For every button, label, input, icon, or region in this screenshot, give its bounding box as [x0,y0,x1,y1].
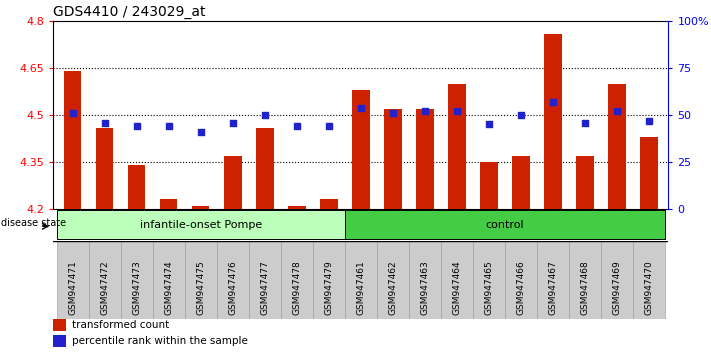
Point [579,120,591,125]
Bar [153,241,185,319]
Text: GSM947476: GSM947476 [228,260,237,315]
Text: GSM947463: GSM947463 [420,260,429,315]
Bar [217,241,249,319]
Text: GSM947478: GSM947478 [292,260,301,315]
Point [195,129,206,135]
Text: percentile rank within the sample: percentile rank within the sample [72,336,247,346]
Point [451,108,463,114]
Point [67,110,78,116]
Bar [473,241,505,319]
Text: GSM947465: GSM947465 [484,260,493,315]
Bar [576,156,594,209]
Text: GSM947471: GSM947471 [68,260,77,315]
Point [291,124,302,129]
Bar [89,241,121,319]
Bar [160,199,178,209]
Bar [352,90,370,209]
Text: GSM947479: GSM947479 [324,260,333,315]
Bar [512,156,530,209]
Text: GSM947466: GSM947466 [516,260,525,315]
Bar [313,241,345,319]
Bar [544,34,562,209]
Bar [57,241,89,319]
Bar [505,241,537,319]
Bar [441,241,473,319]
Point [99,120,110,125]
Bar [377,241,409,319]
Bar [345,241,377,319]
Text: GSM947469: GSM947469 [613,260,621,315]
Bar [57,210,345,239]
Bar [64,71,81,209]
Bar [448,84,466,209]
Point [611,108,623,114]
Text: GSM947477: GSM947477 [260,260,269,315]
Point [323,124,334,129]
Bar [256,127,274,209]
Text: GSM947472: GSM947472 [100,260,109,315]
Text: GSM947464: GSM947464 [452,260,461,315]
Text: control: control [486,220,524,230]
Bar [224,156,242,209]
Text: transformed count: transformed count [72,320,169,330]
Point [387,110,399,116]
Text: GSM947475: GSM947475 [196,260,205,315]
Bar [121,241,153,319]
Bar [480,162,498,209]
Bar [416,109,434,209]
Point [643,118,655,124]
Bar [601,241,633,319]
Bar [609,84,626,209]
Text: infantile-onset Pompe: infantile-onset Pompe [139,220,262,230]
Point [483,122,495,127]
Bar [53,335,65,347]
Point [227,120,238,125]
Text: GSM947473: GSM947473 [132,260,141,315]
Bar [192,206,210,209]
Text: GSM947470: GSM947470 [645,260,653,315]
Bar [288,206,306,209]
Bar [128,165,146,209]
Bar [537,241,569,319]
Bar [345,210,665,239]
Bar [53,319,65,331]
Text: GSM947468: GSM947468 [581,260,589,315]
Point [355,105,366,110]
Bar [641,137,658,209]
Bar [249,241,281,319]
Bar [569,241,601,319]
Bar [281,241,313,319]
Text: disease state: disease state [1,218,66,228]
Point [163,124,174,129]
Point [131,124,142,129]
Point [419,108,431,114]
Bar [409,241,441,319]
Text: GDS4410 / 243029_at: GDS4410 / 243029_at [53,5,205,19]
Bar [185,241,217,319]
Point [259,112,270,118]
Bar [96,127,113,209]
Point [547,99,559,105]
Bar [384,109,402,209]
Point [515,112,527,118]
Text: GSM947461: GSM947461 [356,260,365,315]
Text: GSM947467: GSM947467 [548,260,557,315]
Bar [633,241,665,319]
Text: GSM947462: GSM947462 [388,260,397,315]
Bar [320,199,338,209]
Text: GSM947474: GSM947474 [164,260,173,315]
